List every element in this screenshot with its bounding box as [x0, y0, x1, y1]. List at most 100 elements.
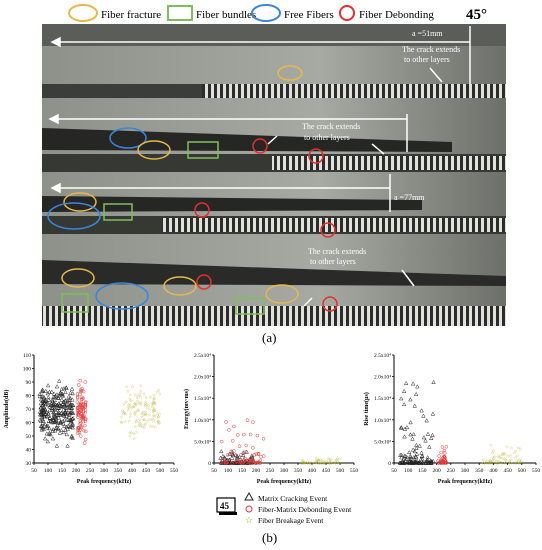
matrix-cracking-point — [410, 447, 416, 452]
breakage-point: ☆ — [138, 395, 143, 400]
debonding-point — [83, 404, 87, 409]
breakage-point: ☆ — [337, 460, 342, 465]
breakage-point: ☆ — [139, 421, 144, 426]
event-legend: 45 Matrix Cracking Event Fiber-Matrix De… — [216, 492, 352, 525]
specimen-photo: a =51mm The crack extends to other layer… — [42, 24, 506, 326]
matrix-cracking-point — [67, 397, 72, 403]
breakage-point: ☆ — [129, 398, 134, 403]
breakage-point: ☆ — [328, 456, 333, 461]
debonding-point — [255, 433, 260, 438]
breakage-point: ☆ — [519, 459, 524, 464]
teeth-row-3 — [162, 218, 506, 232]
breakage-point: ☆ — [121, 411, 126, 416]
matrix-cracking-point — [419, 408, 424, 413]
breakage-point: ☆ — [490, 458, 495, 463]
debonding-point — [441, 456, 445, 460]
x-axis-label: Peak frequency(kHz) — [257, 478, 311, 485]
matrix-cracking-point — [52, 397, 57, 402]
legend-label-breakage: Fiber Breakage Event — [258, 516, 324, 525]
specimen-photo-drawing: a =51mm The crack extends to other layer… — [42, 24, 506, 326]
debonding-point — [78, 403, 82, 408]
matrix-cracking-point — [399, 425, 404, 430]
matrix-cracking-point — [45, 439, 51, 444]
breakage-point: ☆ — [498, 460, 503, 465]
matrix-cracking-point — [69, 409, 75, 414]
matrix-cracking-point — [425, 431, 431, 436]
breakage-point: ☆ — [501, 452, 506, 457]
breakage-point: ☆ — [335, 458, 340, 463]
breakage-point: ☆ — [157, 412, 162, 417]
debonding-point — [262, 454, 266, 458]
matrix-cracking-point — [219, 449, 224, 454]
breakage-point: ☆ — [518, 446, 523, 451]
breakage-point: ☆ — [334, 461, 339, 466]
y-tick-label: 80 — [26, 394, 32, 400]
matrix-cracking-point — [399, 455, 404, 460]
crack-note-3b: to other layers — [310, 257, 356, 266]
matrix-cracking-point — [402, 460, 407, 465]
debonding-point — [224, 460, 228, 464]
breakage-point: ☆ — [513, 455, 518, 460]
x-tick-label: 400 — [308, 468, 317, 474]
breakage-point: ☆ — [128, 414, 133, 419]
breakage-point: ☆ — [128, 402, 133, 407]
matrix-cracking-point — [51, 417, 56, 422]
breakage-point: ☆ — [128, 392, 133, 397]
breakage-point: ☆ — [497, 460, 502, 465]
x-tick-label: 500 — [518, 468, 527, 474]
matrix-cracking-point — [69, 405, 74, 410]
breakage-point: ☆ — [492, 456, 497, 461]
fiber-debonding-marker — [308, 148, 324, 164]
breakage-point: ☆ — [148, 407, 153, 412]
breakage-point: ☆ — [515, 458, 520, 463]
y-tick-label: 5.0x10³ — [374, 439, 391, 445]
x-tick-label: 100 — [224, 468, 233, 474]
x-tick-label: 550 — [350, 468, 359, 474]
breakage-point: ☆ — [142, 417, 147, 422]
breakage-point: ☆ — [142, 417, 147, 422]
matrix-cracking-point — [57, 430, 63, 435]
fiber-fracture-marker — [137, 140, 171, 160]
debonding-point — [82, 428, 86, 433]
breakage-point: ☆ — [137, 408, 142, 413]
matrix-cracking-point — [57, 378, 62, 383]
breakage-point: ☆ — [495, 460, 500, 465]
breakage-point: ☆ — [334, 457, 339, 462]
debonding-point — [79, 416, 84, 421]
matrix-cracking-point — [53, 417, 59, 422]
matrix-cracking-point — [48, 419, 54, 424]
matrix-cracking-point — [37, 417, 43, 422]
breakage-point: ☆ — [323, 460, 328, 465]
debonding-point — [250, 458, 254, 462]
matrix-cracking-point — [53, 415, 59, 421]
breakage-point: ☆ — [123, 412, 128, 417]
breakage-point: ☆ — [507, 460, 512, 465]
breakage-point: ☆ — [324, 459, 329, 464]
matrix-cracking-point — [38, 405, 44, 410]
breakage-point: ☆ — [128, 397, 133, 402]
y-tick-label: 30 — [26, 461, 32, 467]
x-tick-label: 250 — [86, 468, 95, 474]
x-tick-label: 200 — [72, 468, 81, 474]
matrix-cracking-point — [70, 422, 75, 427]
breakage-point: ☆ — [489, 442, 494, 447]
matrix-cracking-point — [408, 460, 413, 465]
matrix-cracking-point — [419, 450, 424, 455]
matrix-cracking-point — [58, 420, 64, 425]
breakage-point: ☆ — [500, 456, 505, 461]
matrix-cracking-point — [67, 395, 73, 400]
matrix-cracking-point — [407, 449, 412, 455]
matrix-cracking-point — [229, 455, 235, 460]
breakage-point: ☆ — [132, 404, 137, 409]
breakage-point: ☆ — [137, 421, 142, 426]
breakage-point: ☆ — [142, 425, 147, 430]
matrix-cracking-point — [42, 421, 48, 426]
matrix-cracking-point — [418, 457, 424, 462]
debonding-point — [254, 460, 259, 465]
debonding-point — [75, 396, 80, 400]
breakage-point: ☆ — [139, 400, 144, 405]
matrix-cracking-point — [46, 397, 51, 402]
debonding-point — [223, 460, 227, 465]
debonding-point — [257, 460, 261, 464]
breakage-point: ☆ — [151, 409, 156, 414]
